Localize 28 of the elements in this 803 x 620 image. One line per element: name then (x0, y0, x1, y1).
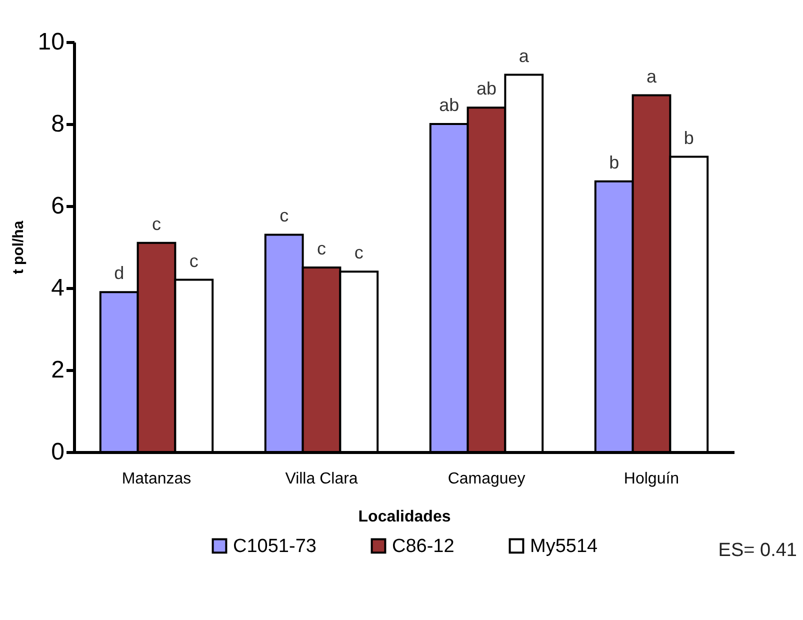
data-label: c (317, 238, 326, 258)
data-label: c (152, 214, 161, 234)
data-label: b (684, 128, 694, 148)
legend-label: C86-12 (392, 536, 454, 557)
x-tick-label: Camaguey (448, 470, 526, 488)
legend-label: C1051-73 (233, 536, 316, 557)
y-tick-label: 0 (51, 438, 64, 466)
data-label: ab (476, 78, 497, 99)
y-tick-label: 2 (51, 356, 64, 384)
legend-label: My5514 (530, 536, 598, 557)
x-tick-label: Villa Clara (285, 470, 358, 488)
x-tick-label: Holguín (624, 470, 680, 488)
x-tick-label: Matanzas (122, 470, 192, 488)
data-label: d (114, 263, 124, 284)
data-label: b (609, 152, 620, 172)
y-tick-label: 10 (38, 28, 64, 56)
y-axis-title: t pol/ha (10, 220, 27, 274)
data-label: c (354, 242, 364, 263)
data-label: a (518, 46, 530, 66)
y-tick-label: 8 (51, 110, 64, 138)
data-label: c (280, 206, 289, 226)
x-axis-title: Localidades (358, 508, 451, 526)
data-label: a (646, 66, 658, 86)
y-tick-label: 6 (51, 192, 64, 220)
y-tick-label: 4 (51, 274, 64, 302)
text: ES= 0.41 (718, 540, 797, 562)
data-label: ab (439, 95, 460, 115)
data-label: c (189, 250, 198, 271)
